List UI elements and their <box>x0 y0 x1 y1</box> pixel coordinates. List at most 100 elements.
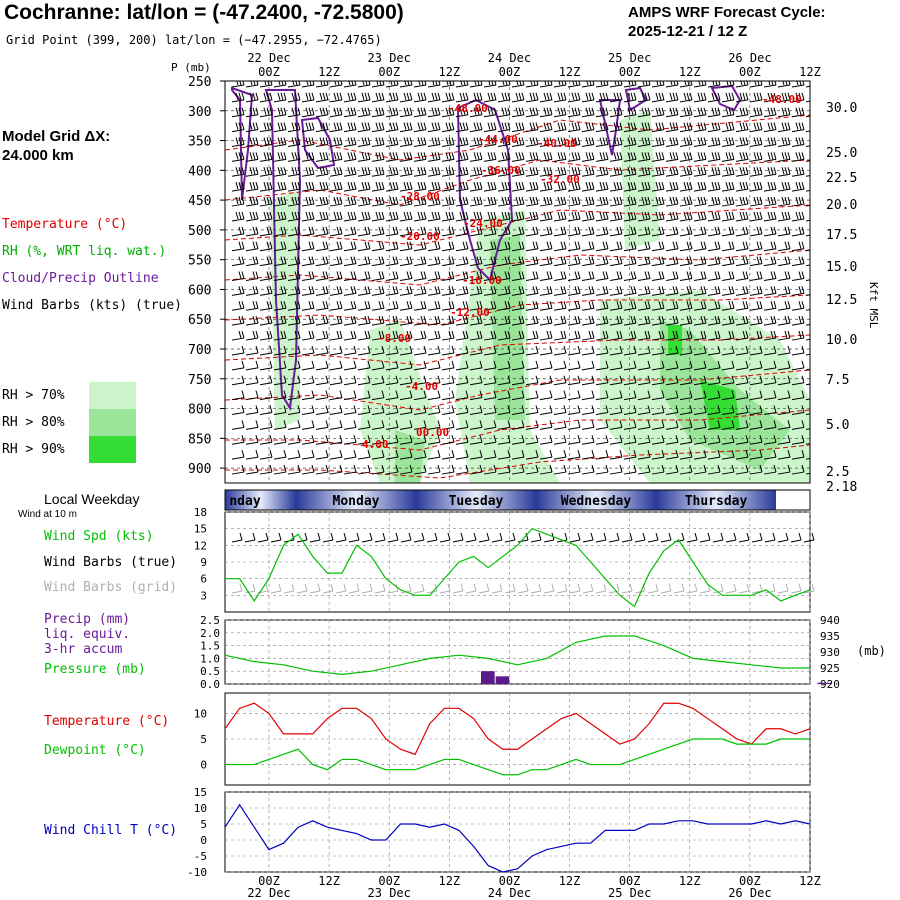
wind-barb-shaft <box>483 99 497 103</box>
wind-barb-flag <box>521 435 525 443</box>
wind-barb-flag <box>703 107 707 115</box>
surface-wind-barb <box>361 539 373 543</box>
wind-barb-flag <box>361 167 365 175</box>
wind-barb-flag <box>283 256 287 264</box>
wind-barb-flag <box>816 301 818 308</box>
wind-barb-flag <box>507 301 511 309</box>
grid-wind-barb-flag <box>291 583 295 592</box>
grid-wind-barb <box>751 590 763 594</box>
wind-barb-flag <box>798 122 802 130</box>
wind-barb-flag <box>689 182 693 190</box>
wind-barb-flag <box>577 241 581 249</box>
wind-barb-flag <box>269 122 273 130</box>
wind-barb-shaft <box>777 114 791 118</box>
wind-barb-flag <box>725 92 729 100</box>
wind-barb-flag <box>361 92 365 100</box>
wind-barb-flag <box>781 107 785 115</box>
wind-barb-shaft <box>455 292 469 296</box>
wind-barb-shaft <box>637 188 651 192</box>
wind-barb-flag <box>347 152 351 160</box>
wind-barb-flag <box>619 435 623 443</box>
wind-barb-flag <box>322 167 326 175</box>
wind-barb-flag <box>297 226 301 234</box>
wind-barb-flag <box>574 271 578 279</box>
wind-barb-flag <box>697 167 701 175</box>
wind-barb-shaft <box>455 114 469 118</box>
legend-wind-barbs-grid: Wind Barbs (grid) <box>44 580 178 595</box>
wind-barb-shaft <box>231 456 245 460</box>
wind-barb-flag <box>277 196 281 205</box>
wind-barb-flag <box>431 137 435 145</box>
wind-barb-shaft <box>413 456 427 460</box>
wind-barb-flag <box>238 92 242 100</box>
wind-barb-shaft <box>539 426 553 430</box>
wind-barb-flag <box>269 92 273 100</box>
wind-barb-flag <box>378 92 382 100</box>
wind-barb-shaft <box>287 471 301 475</box>
wind-barb-flag <box>350 167 354 175</box>
wind-barb-shaft <box>441 426 455 430</box>
wind-barb-shaft <box>665 352 679 356</box>
wind-barb-flag <box>448 211 452 220</box>
time-label-bottom: 00Z <box>378 874 400 888</box>
wind-barb-flag <box>420 167 424 175</box>
wind-barb-flag <box>252 286 256 294</box>
wind-barb-flag <box>381 390 385 398</box>
wind-barb-flag <box>493 375 497 383</box>
wind-barb-shaft <box>427 144 441 148</box>
surface-wind-barb-flag <box>733 532 737 541</box>
surface-wind-barb <box>244 539 256 543</box>
wind-barb-shaft <box>455 307 469 311</box>
wind-barb-flag <box>703 271 707 279</box>
wind-barb-flag <box>504 107 508 115</box>
wind-barb-flag <box>560 167 564 175</box>
surface-wind-barb <box>543 539 555 543</box>
wind-barb-flag <box>367 375 371 383</box>
wind-barb-flag <box>773 122 777 130</box>
wind-barb-flag <box>434 316 438 324</box>
wind-barb-flag <box>308 196 312 205</box>
wind-barb-flag <box>647 390 651 398</box>
wind-barb-shaft <box>749 129 763 133</box>
wind-barb-shaft <box>581 367 595 371</box>
wind-barb-shaft <box>259 307 273 311</box>
surface-wind-barb <box>322 539 334 543</box>
wind-barb-shaft <box>329 412 343 416</box>
wind-barb-shaft <box>511 233 525 237</box>
wind-barb-shaft <box>567 278 581 282</box>
rh-shade-5 <box>490 235 525 420</box>
wind-barb-flag <box>605 464 609 473</box>
wind-barb-shaft <box>315 471 329 475</box>
wind-barb-flag <box>647 241 651 249</box>
wind-barb-flag <box>308 182 312 190</box>
wind-barb-flag <box>269 137 273 145</box>
wind-barb-flag <box>347 167 351 175</box>
wind-barb-shaft <box>497 367 511 371</box>
wind-barb-flag <box>241 301 245 309</box>
wind-barb-flag <box>619 137 623 145</box>
wind-barb-flag <box>294 196 298 205</box>
wind-barb-flag <box>521 137 525 145</box>
wind-barb-flag <box>745 286 749 294</box>
wind-barb-shaft <box>525 337 539 341</box>
wind-barb-shaft <box>511 263 525 267</box>
legend-local-weekday: Local Weekday <box>44 491 140 507</box>
wind-barb-shaft <box>427 337 441 341</box>
wind-barb-flag <box>353 152 357 160</box>
wind-barb-shaft <box>455 382 469 386</box>
precip-tick-label: 2.5 <box>200 614 220 627</box>
wind-barb-flag <box>546 92 550 100</box>
wind-barb-flag <box>423 345 427 354</box>
wind-barb-flag <box>241 330 245 339</box>
surface-wind-barb <box>426 539 438 543</box>
windchill-tick-label: -10 <box>187 866 207 879</box>
wind-barb-shaft <box>441 99 455 103</box>
wind-barb-flag <box>238 211 242 220</box>
wind-barb-flag <box>518 92 522 100</box>
wind-barb-flag <box>686 271 690 279</box>
wind-barb-shaft <box>749 456 763 460</box>
wind-barb-flag <box>378 330 382 339</box>
wind-barb-flag <box>560 196 564 205</box>
wind-barb-flag <box>683 167 687 175</box>
wind-barb-shaft <box>567 233 581 237</box>
